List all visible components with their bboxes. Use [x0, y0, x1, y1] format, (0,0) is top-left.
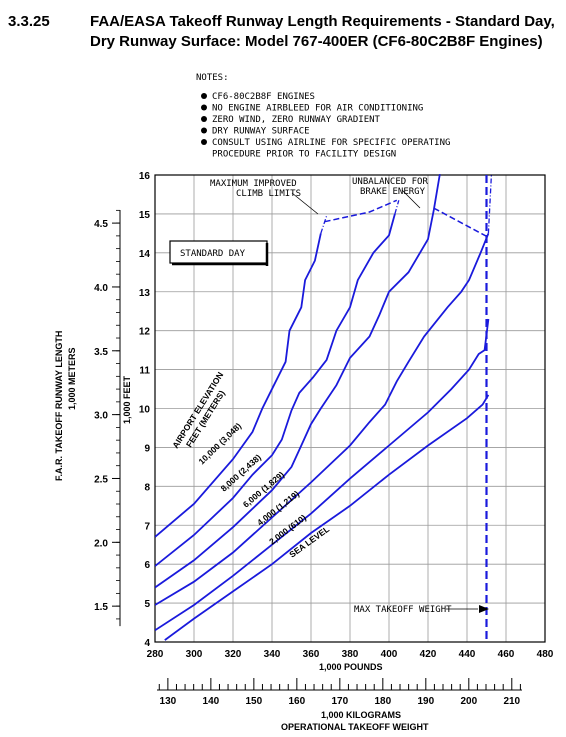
- note-bullet-icon: [201, 127, 207, 134]
- note-bullet-icon: [201, 93, 207, 99]
- x-tick-label: 420: [420, 649, 437, 660]
- series-extension-line: [394, 200, 400, 215]
- note-item: DRY RUNWAY SURFACE: [212, 127, 310, 137]
- series-line: [155, 174, 441, 589]
- x-axis-label-takeoff-weight: OPERATIONAL TAKEOFF WEIGHT: [281, 722, 429, 732]
- y-feet-tick-label: 5: [144, 599, 150, 610]
- standard-day-box: STANDARD DAY: [169, 240, 269, 266]
- title-line-2: Dry Runway Surface: Model 767-400ER (CF6…: [90, 33, 543, 50]
- y-feet-tick-label: 8: [144, 482, 150, 493]
- y-feet-tick-label: 9: [144, 443, 150, 454]
- brake-energy-label-1: UNBALANCED FOR: [352, 177, 428, 187]
- series-group: [155, 174, 493, 642]
- limit-line: [324, 199, 398, 223]
- kg-tick-label: 190: [417, 696, 434, 707]
- max-takeoff-label: MAX TAKEOFF WEIGHT: [354, 605, 452, 615]
- y-feet-tick-label: 16: [139, 171, 151, 182]
- kg-tick-label: 180: [374, 696, 391, 707]
- y-meters-tick-label: 4.5: [94, 219, 108, 230]
- y-meters-tick-label: 1.5: [94, 602, 108, 613]
- series-extension-line: [320, 215, 328, 234]
- climb-limit-label-2: CLIMB LIMITS: [236, 189, 301, 199]
- note-item: PROCEDURE PRIOR TO FACILITY DESIGN: [212, 150, 396, 160]
- x-tick-label: 280: [147, 649, 164, 660]
- x-tick-label: 460: [498, 649, 515, 660]
- y-meters-tick-label: 2.5: [94, 474, 108, 485]
- y-meters-tick-label: 3.5: [94, 347, 108, 358]
- x-tick-label: 480: [537, 649, 554, 660]
- x-tick-label: 360: [303, 649, 320, 660]
- note-bullet-icon: [201, 139, 207, 145]
- y-feet-tick-label: 4: [144, 638, 150, 649]
- y-feet-tick-label: 10: [139, 405, 151, 416]
- x-tick-label: 320: [225, 649, 242, 660]
- plot-frame: [154, 174, 546, 643]
- series-line: [155, 213, 396, 567]
- note-item: CONSULT USING AIRLINE FOR SPECIFIC OPERA…: [212, 138, 450, 148]
- note-item: NO ENGINE AIRBLEED FOR AIR CONDITIONING: [212, 104, 423, 114]
- y-axis-label-feet: 1,000 FEET: [122, 375, 132, 424]
- x-tick-label: 340: [264, 649, 281, 660]
- y-feet-tick-label: 11: [139, 366, 150, 377]
- y-feet-tick-label: 13: [139, 288, 151, 299]
- kg-tick-label: 160: [288, 696, 305, 707]
- note-item: CF6-80C2B8F ENGINES: [212, 92, 315, 102]
- y-meters-tick-label: 3.0: [94, 411, 108, 422]
- max-takeoff-annotation: MAX TAKEOFF WEIGHT: [354, 605, 489, 615]
- kg-tick-label: 170: [331, 696, 348, 707]
- y-feet-tick-label: 6: [144, 560, 150, 571]
- series-line: [155, 318, 490, 632]
- y-axis-label-meters: 1,000 METERS: [67, 347, 77, 410]
- series-line: [155, 233, 490, 606]
- y-feet-tick-label: 15: [139, 210, 151, 221]
- series-line: [155, 233, 322, 538]
- note-item: ZERO WIND, ZERO RUNWAY GRADIENT: [212, 115, 381, 125]
- standard-day-label: STANDARD DAY: [180, 249, 246, 259]
- kg-tick-label: 130: [160, 696, 177, 707]
- title-line-1: FAA/EASA Takeoff Runway Length Requireme…: [90, 13, 555, 30]
- note-bullet-icon: [201, 104, 207, 111]
- limit-line: [433, 207, 489, 238]
- series-line: [164, 394, 490, 641]
- kg-tick-label: 150: [246, 696, 263, 707]
- climb-limit-label-1: MAXIMUM IMPROVED: [210, 179, 297, 189]
- series-extension-line: [487, 174, 493, 234]
- note-bullet-icon: [201, 116, 207, 122]
- y-axis-label-runway: F.A.R. TAKEOFF RUNWAY LENGTH: [54, 331, 64, 481]
- brake-energy-label-2: BRAKE ENERGY: [360, 187, 426, 197]
- kg-tick-label: 140: [203, 696, 220, 707]
- y-feet-tick-label: 14: [139, 249, 151, 260]
- y-meters-tick-label: 4.0: [94, 283, 108, 294]
- section-number: 3.3.25: [8, 13, 50, 30]
- x-tick-label: 440: [459, 649, 476, 660]
- notes-block: NOTES: CF6-80C2B8F ENGINES NO ENGINE AIRB…: [196, 73, 450, 160]
- y-meters-tick-label: 2.0: [94, 538, 108, 549]
- y-feet-tick-label: 12: [139, 327, 151, 338]
- x-axis-label-pounds: 1,000 POUNDS: [319, 662, 383, 672]
- notes-heading: NOTES:: [196, 73, 229, 83]
- chart-axes: 280 300 320 340 360 380 400 420 440 460 480 4 5 6 7 8 9 1…: [94, 171, 554, 707]
- climb-limit-annotation: MAXIMUM IMPROVED CLIMB LIMITS: [210, 179, 319, 215]
- x-tick-label: 400: [381, 649, 398, 660]
- brake-energy-annotation: UNBALANCED FOR BRAKE ENERGY: [352, 177, 428, 209]
- y-feet-tick-label: 7: [144, 521, 150, 532]
- kg-tick-label: 210: [503, 696, 520, 707]
- x-axis-label-kilograms: 1,000 KILOGRAMS: [321, 710, 401, 720]
- series-extension-line: [439, 174, 441, 176]
- x-tick-label: 380: [342, 649, 359, 660]
- kg-tick-label: 200: [460, 696, 477, 707]
- x-tick-label: 300: [186, 649, 203, 660]
